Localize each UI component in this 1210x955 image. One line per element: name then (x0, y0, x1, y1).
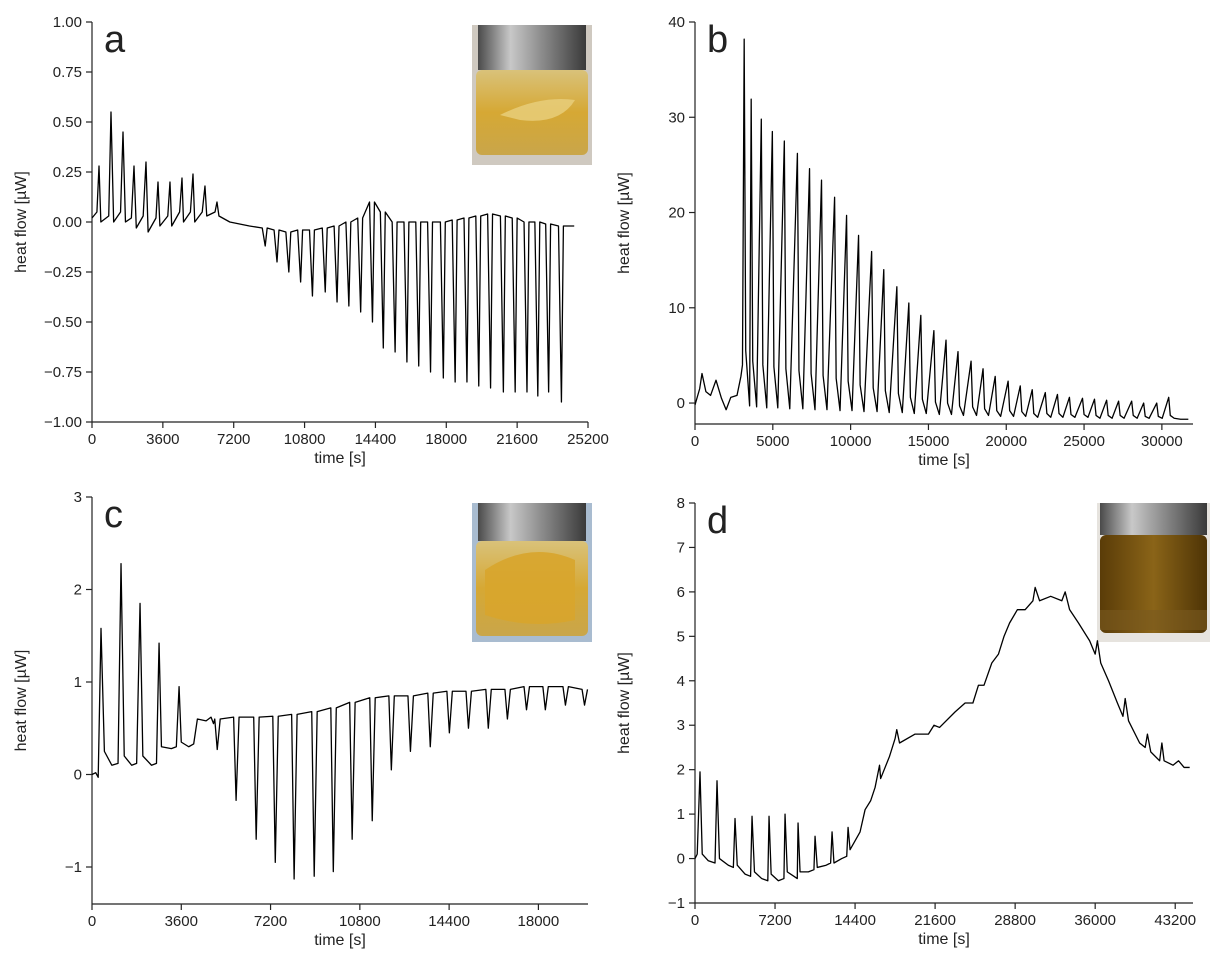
y-tick-label: 10 (668, 300, 685, 317)
y-tick-label: 2 (677, 762, 685, 779)
inset-photo-c (472, 503, 592, 642)
x-tick-label: 18000 (518, 913, 560, 930)
x-axis-title: time [s] (918, 931, 970, 948)
x-tick-label: 10800 (339, 913, 381, 930)
x-tick-label: 7200 (758, 912, 791, 929)
y-tick-label: 2 (74, 582, 82, 599)
heat-flow-trace (91, 562, 589, 880)
x-tick-label: 3600 (165, 913, 198, 930)
x-tick-label: 21600 (914, 912, 956, 929)
y-tick-label: −1 (668, 895, 685, 912)
x-tick-label: 18000 (425, 431, 467, 448)
panel-letter: a (104, 19, 126, 61)
x-tick-label: 0 (691, 912, 699, 929)
x-tick-label: 15000 (908, 433, 950, 450)
x-tick-label: 43200 (1154, 912, 1196, 929)
y-tick-label: 30 (668, 109, 685, 126)
heat-flow-trace (694, 586, 1190, 882)
x-tick-label: 3600 (146, 431, 179, 448)
panel-letter: d (707, 500, 728, 542)
x-tick-label: 30000 (1141, 433, 1183, 450)
y-tick-label: 8 (677, 495, 685, 512)
y-tick-label: 0 (677, 851, 685, 868)
x-tick-label: 10000 (830, 433, 872, 450)
y-tick-label: 40 (668, 14, 685, 31)
x-tick-label: 14400 (428, 913, 470, 930)
y-tick-label: 5 (677, 628, 685, 645)
y-tick-label: 3 (677, 717, 685, 734)
x-axis-title: time [s] (314, 932, 366, 949)
heat-flow-trace (694, 38, 1189, 420)
inset-photo-a (472, 25, 592, 165)
x-tick-label: 7200 (254, 913, 287, 930)
y-tick-label: 0.25 (53, 164, 82, 181)
x-tick-label: 36000 (1074, 912, 1116, 929)
panel-letter: c (104, 494, 123, 536)
y-tick-label: −0.25 (44, 264, 82, 281)
x-tick-label: 0 (88, 431, 96, 448)
y-axis-title: heat flow [µW] (616, 652, 633, 754)
x-axis-title: time [s] (918, 452, 970, 469)
y-axis-title: heat flow [µW] (13, 171, 30, 273)
y-tick-label: 0.75 (53, 64, 82, 81)
heat-flow-trace (91, 111, 575, 403)
x-tick-label: 28800 (994, 912, 1036, 929)
x-tick-label: 25000 (1063, 433, 1105, 450)
y-tick-label: 0.50 (53, 114, 82, 131)
x-tick-label: 0 (691, 433, 699, 450)
y-tick-label: 6 (677, 584, 685, 601)
y-tick-label: 1 (677, 806, 685, 823)
inset-photo-d (1097, 503, 1210, 642)
x-tick-label: 7200 (217, 431, 250, 448)
y-tick-label: −1 (65, 859, 82, 876)
x-tick-label: 20000 (985, 433, 1027, 450)
panel-letter: b (707, 19, 728, 61)
y-tick-label: −0.75 (44, 364, 82, 381)
x-tick-label: 14400 (355, 431, 397, 448)
y-tick-label: 0 (677, 395, 685, 412)
y-axis-title: heat flow [µW] (13, 650, 30, 752)
y-tick-label: 7 (677, 539, 685, 556)
x-tick-label: 25200 (567, 431, 609, 448)
x-tick-label: 0 (88, 913, 96, 930)
y-tick-label: −1.00 (44, 414, 82, 431)
y-axis-title: heat flow [µW] (616, 172, 633, 274)
y-tick-label: 0.00 (53, 214, 82, 231)
x-axis-title: time [s] (314, 450, 366, 467)
x-tick-label: 21600 (496, 431, 538, 448)
y-tick-label: −0.50 (44, 314, 82, 331)
x-tick-label: 5000 (756, 433, 789, 450)
x-tick-label: 14400 (834, 912, 876, 929)
y-tick-label: 1.00 (53, 14, 82, 31)
x-tick-label: 10800 (284, 431, 326, 448)
y-tick-label: 3 (74, 489, 82, 506)
y-tick-label: 0 (74, 767, 82, 784)
y-tick-label: 20 (668, 205, 685, 222)
y-tick-label: 4 (677, 673, 685, 690)
y-tick-label: 1 (74, 674, 82, 691)
